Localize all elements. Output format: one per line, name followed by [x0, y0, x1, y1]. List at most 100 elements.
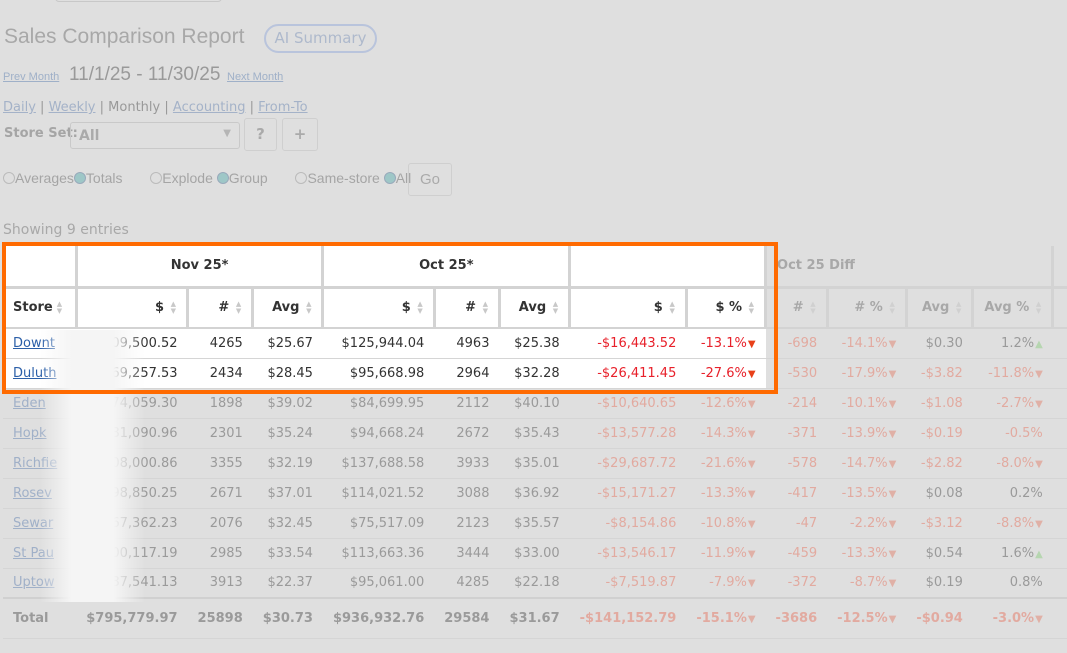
- cell-$: $113,663.36: [322, 538, 435, 569]
- sort-icon[interactable]: ▲ ▼: [669, 299, 675, 315]
- store-link[interactable]: Eden: [13, 395, 46, 411]
- cell-avg: -$1.08: [906, 388, 973, 419]
- go-button[interactable]: Go: [408, 163, 452, 196]
- store-link[interactable]: Duluth: [13, 365, 57, 381]
- trend-down-icon: ▼: [888, 578, 897, 590]
- cell-$: $94,668.24: [322, 418, 435, 449]
- sort-icon[interactable]: ▲ ▼: [417, 299, 423, 315]
- radio-group[interactable]: [216, 172, 229, 184]
- column-header-5[interactable]: # ▲ ▼: [434, 287, 501, 329]
- cell-value: $114,021.52: [341, 485, 425, 501]
- store-link[interactable]: Uptow: [13, 575, 55, 591]
- column-header-8[interactable]: $ % ▲ ▼: [686, 287, 768, 329]
- sort-icon[interactable]: ▲ ▼: [235, 299, 242, 315]
- cell-value: -$3.82: [920, 365, 963, 381]
- store-link[interactable]: Richfie: [13, 455, 58, 471]
- cell-value: $125,944.04: [341, 335, 425, 351]
- cell-value: -17.9%: [841, 365, 888, 381]
- ai-summary-button[interactable]: AI Summary: [264, 24, 377, 53]
- column-header-7[interactable]: $ ▲ ▼: [569, 287, 688, 329]
- trend-down-icon: ▼: [888, 518, 897, 530]
- cell-#%: -10.1%▼: [827, 388, 907, 419]
- cell-extra: [1052, 388, 1067, 419]
- cell-value: $32.19: [267, 455, 313, 471]
- cell-value: -$0.94: [916, 610, 963, 626]
- sort-icon[interactable]: ▲ ▼: [955, 299, 962, 315]
- column-header-label: Avg: [518, 300, 547, 316]
- cell-$: $137,688.58: [322, 448, 435, 479]
- cell-value: -3686: [775, 610, 818, 626]
- radio-same-store[interactable]: [295, 172, 308, 184]
- cell-#: 29584: [434, 597, 500, 639]
- cell-avg: $22.18: [499, 568, 570, 599]
- cell-value: -13.1%: [700, 335, 747, 351]
- period-weekly[interactable]: Weekly: [48, 100, 96, 115]
- cell-value: -21.6%: [700, 455, 747, 471]
- cell-$: $81,090.96: [76, 418, 188, 449]
- period-accounting[interactable]: Accounting: [172, 100, 246, 115]
- sort-icon[interactable]: ▲ ▼: [306, 299, 312, 315]
- column-header-11[interactable]: Avg ▲ ▼: [906, 287, 975, 329]
- store-link[interactable]: St Pau: [13, 545, 54, 561]
- store-set-select[interactable]: All ▼: [70, 122, 240, 149]
- cell-value: $37.01: [267, 485, 313, 501]
- store-link[interactable]: Downt: [13, 335, 55, 351]
- cell-value: $35.24: [267, 425, 313, 441]
- column-header-label: Store: [13, 300, 53, 316]
- cell-extra: [1052, 478, 1067, 509]
- cell-value: $87,541.13: [103, 575, 178, 591]
- sort-icon[interactable]: ▲ ▼: [56, 299, 63, 315]
- next-month-link[interactable]: Next Month: [227, 71, 284, 83]
- sort-icon[interactable]: ▲ ▼: [748, 299, 755, 315]
- column-header-1[interactable]: $ ▲ ▼: [76, 287, 190, 329]
- cell-value: $0.30: [925, 335, 963, 351]
- table-row: Downt $109,500.52 4265 $25.67 $125,944.04 496…: [3, 328, 1067, 359]
- trend-down-icon: ▼: [747, 518, 756, 530]
- column-group-header: [569, 246, 768, 289]
- help-button[interactable]: ?: [244, 118, 277, 151]
- cell-#: 2076: [187, 508, 253, 539]
- cell-value: $795,779.97: [86, 610, 178, 626]
- store-link[interactable]: Rosev: [13, 485, 52, 501]
- column-header-2[interactable]: # ▲ ▼: [187, 287, 255, 329]
- column-header-3[interactable]: Avg ▲ ▼: [252, 287, 325, 329]
- cell-value: -$29,687.72: [597, 455, 677, 471]
- label-all: All: [395, 170, 412, 186]
- column-header-9[interactable]: # ▲ ▼: [765, 287, 829, 329]
- sort-icon[interactable]: ▲ ▼: [170, 299, 177, 315]
- sort-icon[interactable]: ▲ ▼: [482, 299, 488, 315]
- sort-icon[interactable]: ▲ ▼: [1035, 299, 1042, 315]
- cell-value: $32.28: [514, 365, 560, 381]
- cell-value: $39.02: [267, 395, 313, 411]
- column-header-10[interactable]: # % ▲ ▼: [827, 287, 908, 329]
- cell-value: $74,059.30: [103, 395, 178, 411]
- sort-icon[interactable]: ▲ ▼: [889, 299, 895, 315]
- trend-down-icon: ▼: [1035, 518, 1043, 530]
- table-row: St Pau $100,117.19 2985 $33.54 $113,663.36 34…: [3, 538, 1067, 569]
- cell-#: -698: [765, 328, 828, 359]
- column-header-0[interactable]: Store ▲ ▼: [3, 287, 78, 329]
- column-header-12[interactable]: Avg % ▲ ▼: [972, 287, 1055, 329]
- cell-$%: -15.1%▼: [686, 597, 766, 639]
- cell-value: -417: [787, 485, 818, 501]
- table-row: Sewar $67,362.23 2076 $32.45 $75,517.09 2123 $…: [3, 508, 1067, 539]
- column-header-6[interactable]: Avg ▲ ▼: [499, 287, 572, 329]
- radio-explode[interactable]: [150, 172, 163, 184]
- period-monthly: Monthly: [108, 100, 161, 115]
- sort-icon[interactable]: ▲ ▼: [810, 299, 816, 315]
- column-header-4[interactable]: $ ▲ ▼: [322, 287, 436, 329]
- cell-#%: -2.2%▼: [827, 508, 907, 539]
- radio-totals[interactable]: [73, 172, 86, 184]
- period-daily[interactable]: Daily: [3, 100, 36, 115]
- sort-icon[interactable]: ▲ ▼: [552, 299, 559, 315]
- period-from-to[interactable]: From-To: [258, 100, 308, 115]
- cell-#%: -14.7%▼: [827, 448, 907, 479]
- store-link[interactable]: Sewar: [13, 515, 54, 531]
- radio-averages[interactable]: [3, 172, 15, 184]
- add-store-set-button[interactable]: +: [282, 118, 318, 151]
- cell-#: -214: [765, 388, 828, 419]
- top-select[interactable]: [55, 0, 222, 2]
- store-link[interactable]: Hopk: [13, 425, 47, 441]
- prev-month-link[interactable]: Prev Month: [3, 71, 60, 83]
- radio-all[interactable]: [383, 172, 396, 184]
